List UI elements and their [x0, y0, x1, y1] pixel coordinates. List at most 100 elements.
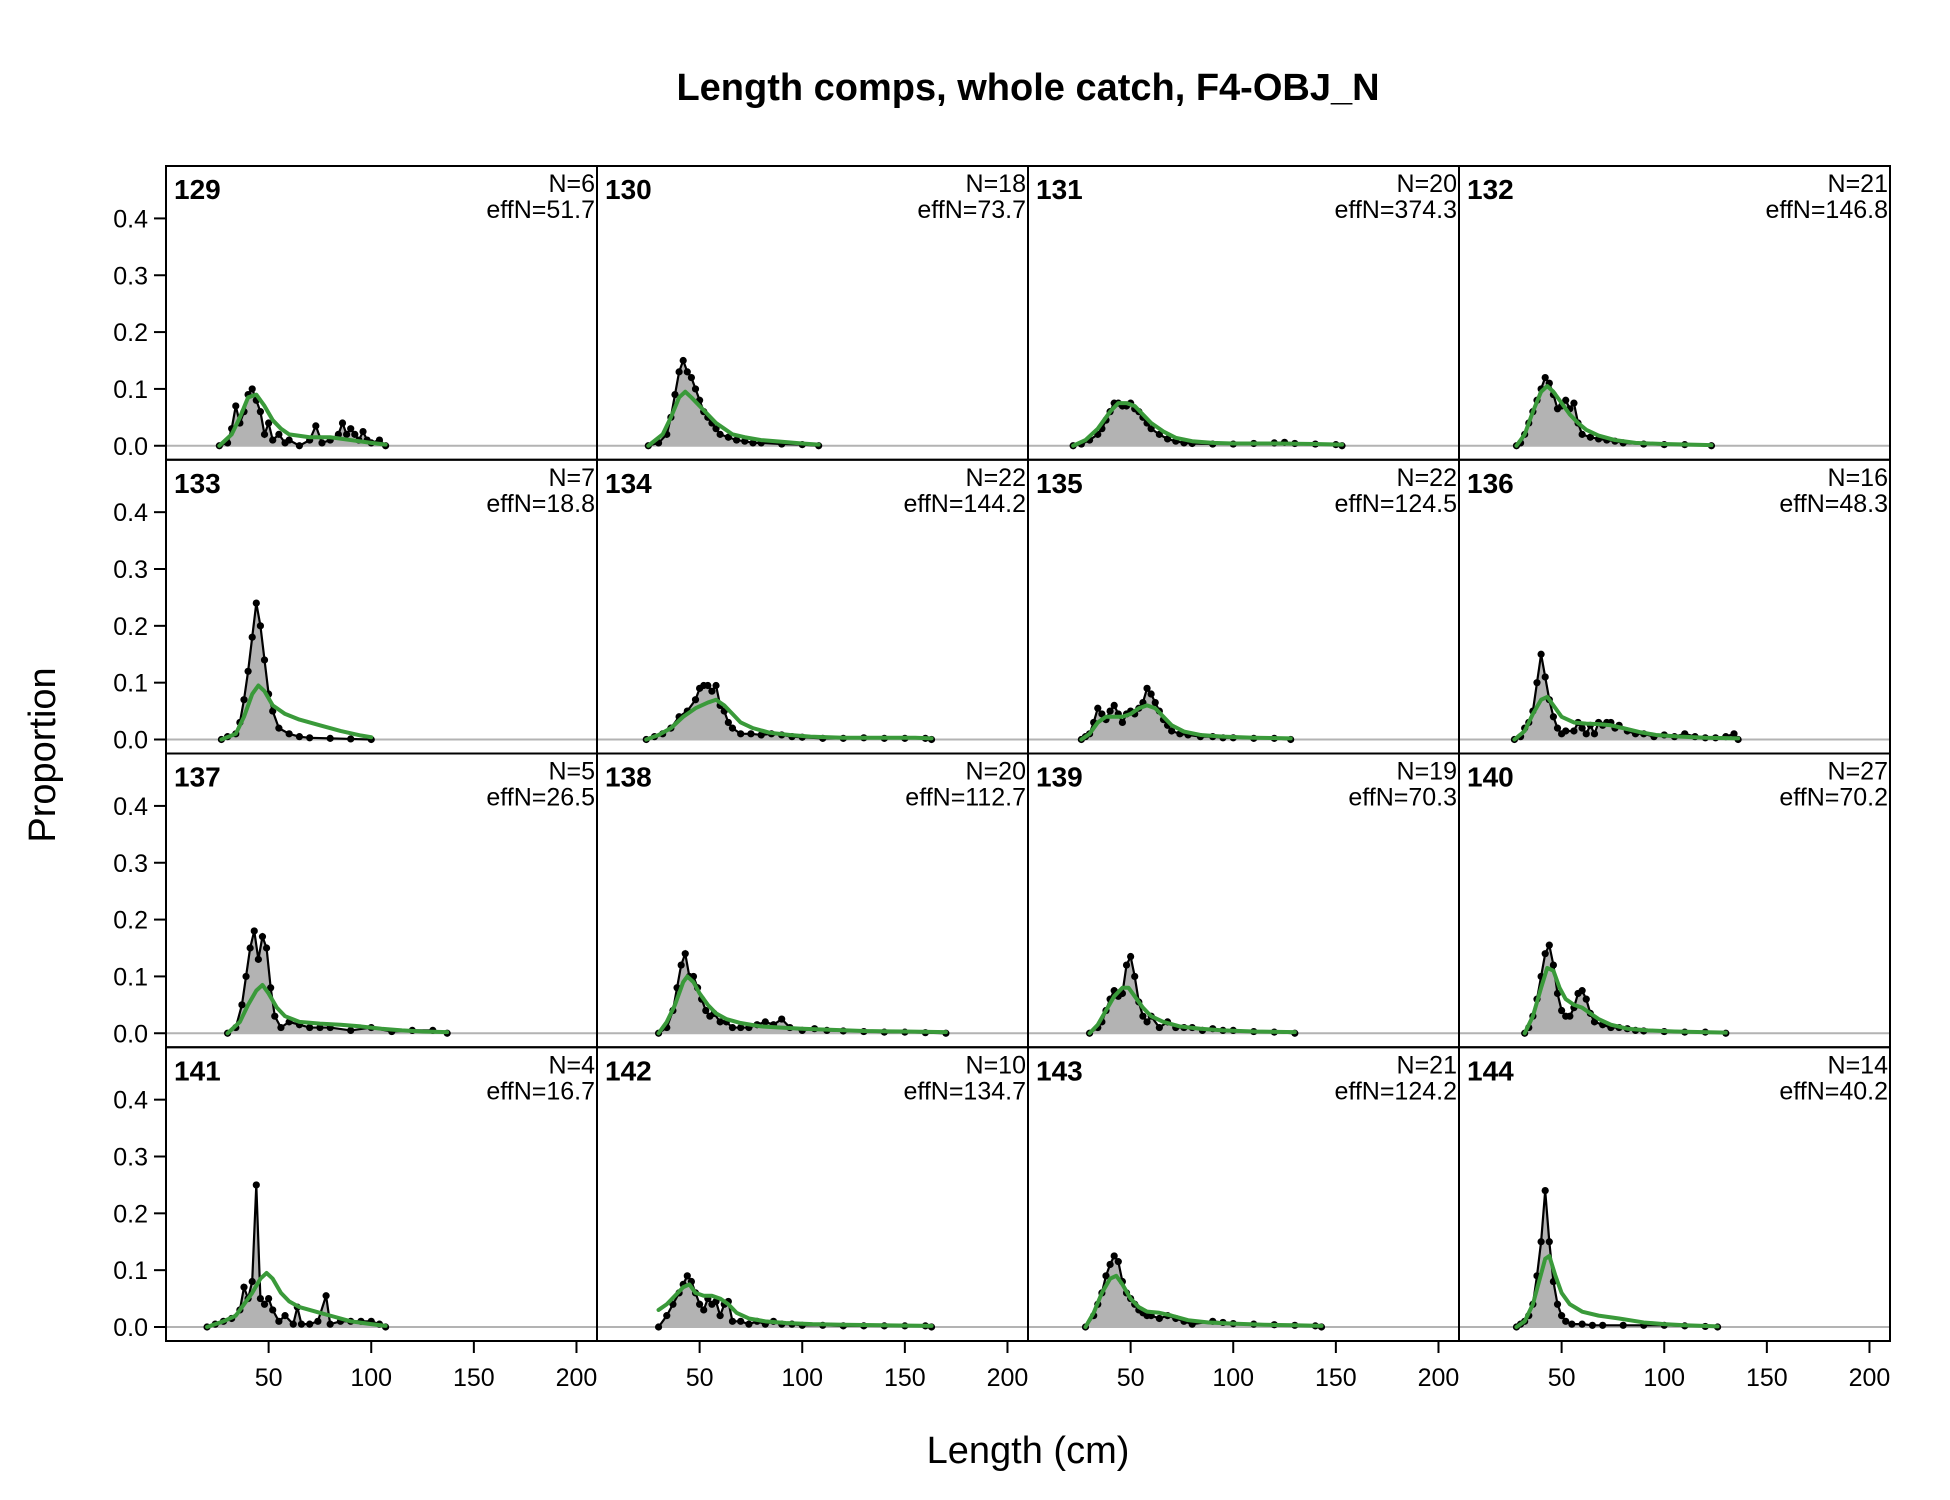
observed-point: [242, 972, 250, 981]
observed-point: [1541, 373, 1549, 382]
observed-point: [1562, 727, 1570, 735]
y-tick-label: 0.4: [113, 499, 148, 527]
panel-n-label: N=14: [1828, 1051, 1889, 1079]
y-tick-label: 0.4: [113, 205, 148, 233]
y-tick-label: 0.2: [113, 907, 148, 935]
observed-area: [1524, 945, 1726, 1034]
observed-point: [275, 724, 283, 732]
observed-point: [1094, 704, 1102, 712]
observed-point: [1122, 961, 1131, 969]
observed-point: [285, 436, 293, 444]
expected-line: [1083, 1273, 1324, 1329]
panel-label: 137: [174, 762, 221, 793]
observed-point: [1553, 724, 1562, 732]
observed-point: [238, 1001, 246, 1009]
y-tick-label: 0.1: [113, 670, 148, 698]
observed-point: [757, 731, 765, 739]
observed-point: [248, 1277, 256, 1286]
observed-point: [295, 442, 303, 450]
x-tick-label: 200: [1849, 1364, 1891, 1392]
panel-n-label: N=21: [1828, 170, 1888, 198]
observed-point: [716, 1312, 724, 1320]
y-tick-label: 0.3: [113, 850, 148, 878]
panel-n-label: N=21: [1397, 1051, 1457, 1079]
observed-point: [1151, 698, 1159, 707]
panel-effn-label: effN=144.2: [903, 490, 1026, 518]
observed-point: [724, 433, 732, 441]
observed-point: [702, 1006, 710, 1015]
observed-point: [269, 1306, 277, 1314]
observed-point: [267, 984, 275, 992]
observed-point: [240, 1283, 248, 1291]
y-tick-label: 0.4: [113, 1087, 148, 1115]
observed-point: [1730, 730, 1738, 738]
observed-point: [747, 730, 755, 738]
chart-title: Length comps, whole catch, F4-OBJ_N: [676, 67, 1379, 109]
observed-point: [1553, 1300, 1562, 1308]
observed-point: [351, 430, 359, 438]
observed-point: [281, 1312, 289, 1320]
panel-n-label: N=6: [548, 170, 595, 198]
observed-point: [683, 368, 691, 376]
observed-area: [1514, 654, 1739, 740]
observed-point: [306, 734, 314, 742]
expected-line: [1514, 1253, 1720, 1329]
observed-point: [1545, 941, 1553, 949]
expected-line: [646, 389, 821, 448]
observed-point: [1147, 425, 1155, 433]
observed-point: [256, 1294, 265, 1303]
y-tick-label: 0.0: [113, 1020, 148, 1048]
observed-point: [749, 439, 757, 447]
observed-point: [277, 1023, 285, 1032]
x-tick-label: 100: [350, 1364, 392, 1392]
observed-point: [712, 425, 720, 433]
panel-label: 130: [605, 174, 652, 205]
observed-point: [297, 1320, 306, 1328]
observed-point: [289, 1320, 297, 1328]
observed-point: [326, 1320, 334, 1328]
observed-point: [671, 391, 679, 399]
panel-n-label: N=7: [548, 464, 595, 492]
expected-line: [1071, 401, 1345, 448]
observed-point: [260, 430, 269, 438]
observed-point: [269, 436, 277, 444]
observed-point: [260, 656, 269, 664]
observed-point: [677, 961, 685, 969]
observed-point: [663, 1312, 671, 1320]
observed-point: [256, 408, 265, 416]
observed-point: [1541, 950, 1549, 958]
observed-point: [1549, 713, 1558, 721]
panel-n-label: N=20: [966, 758, 1026, 786]
observed-point: [675, 368, 683, 376]
observed-point: [269, 707, 277, 715]
observed-point: [343, 430, 351, 438]
panel-n-label: N=22: [1397, 464, 1457, 492]
observed-point: [1562, 396, 1570, 404]
observed-point: [778, 1015, 786, 1023]
panel-label: 142: [605, 1055, 652, 1086]
observed-point: [704, 681, 712, 690]
x-tick-label: 100: [1643, 1364, 1685, 1392]
observed-point: [1558, 1006, 1566, 1015]
panel-n-label: N=22: [966, 464, 1026, 492]
observed-point: [1545, 1238, 1553, 1246]
x-tick-label: 50: [686, 1364, 714, 1392]
panel-n-label: N=18: [966, 170, 1026, 198]
observed-point: [737, 730, 745, 738]
panel-effn-label: effN=146.8: [1765, 196, 1888, 224]
expected-line: [656, 1282, 934, 1328]
panel-effn-label: effN=124.2: [1334, 1077, 1457, 1105]
panel-label: 136: [1467, 468, 1514, 499]
observed-point: [1619, 1321, 1627, 1329]
observed-point: [1106, 1260, 1114, 1269]
observed-point: [271, 1012, 279, 1020]
observed-point: [708, 687, 716, 695]
observed-point: [737, 1317, 745, 1325]
x-tick-label: 100: [781, 1364, 823, 1392]
